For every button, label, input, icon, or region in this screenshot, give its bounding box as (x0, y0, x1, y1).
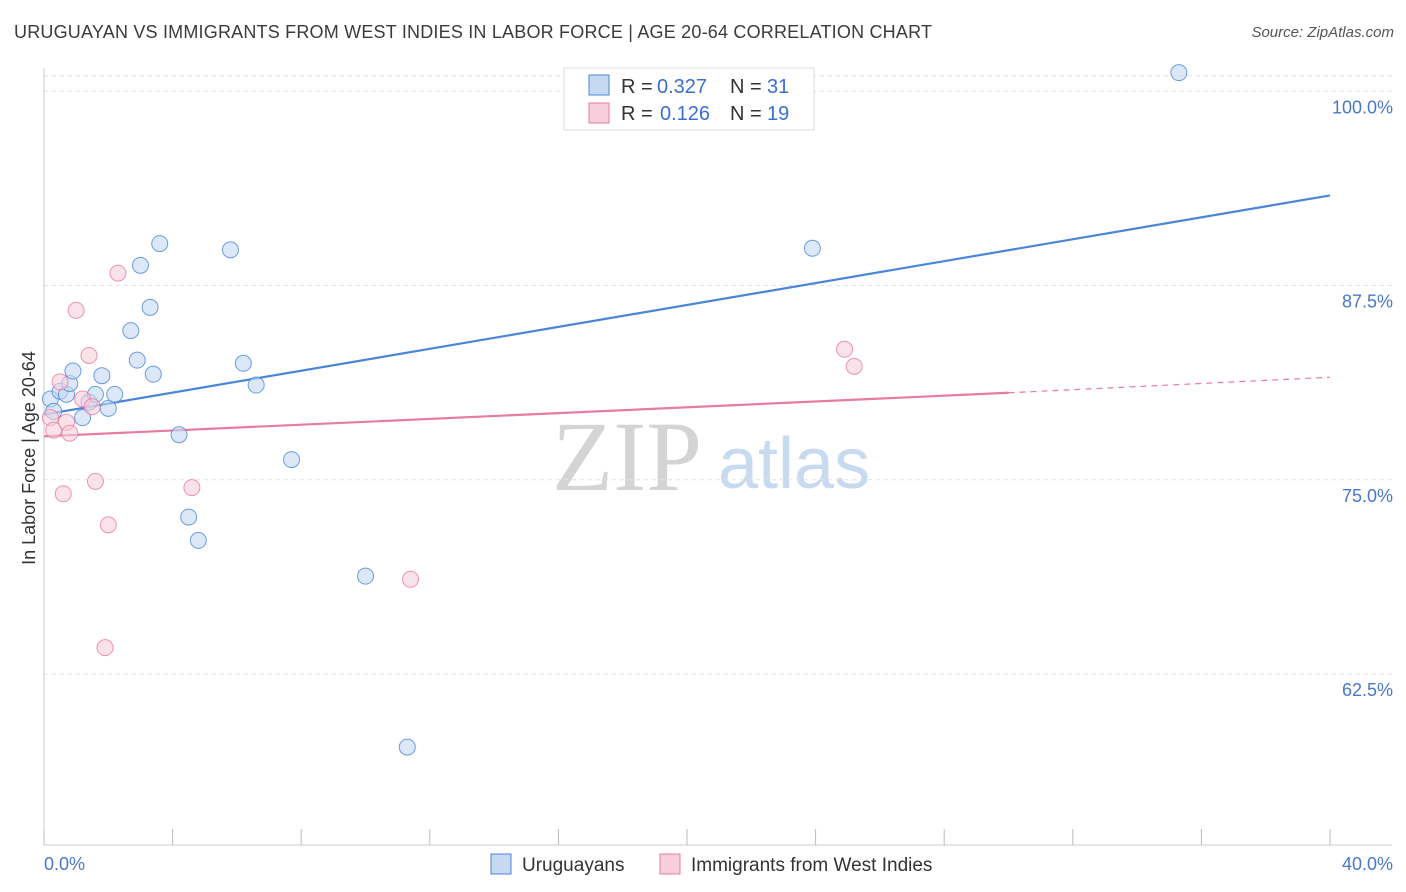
legend-swatch-west-indies (588, 102, 610, 124)
point-west-indies-16 (836, 340, 854, 358)
x-tick-label-0: 0.0% (44, 854, 85, 874)
legend-n-label-1: N = (730, 103, 762, 125)
point-uruguayans-20 (189, 531, 207, 549)
point-west-indies-12 (99, 516, 117, 534)
grid-lines (44, 75, 1392, 675)
legend-r-value-0: 0.327 (657, 76, 707, 98)
watermark-zip: ZIP (552, 401, 702, 512)
legend-n-value-0: 31 (767, 76, 789, 98)
chart-title: URUGUAYAN VS IMMIGRANTS FROM WEST INDIES… (14, 22, 933, 42)
chart-source: Source: ZipAtlas.com (1251, 24, 1394, 41)
series-legend: Uruguayans Immigrants from West Indies (490, 853, 932, 876)
y-tick-label-0: 62.5% (1342, 680, 1393, 700)
point-uruguayans-24 (283, 451, 301, 469)
point-west-indies-11 (96, 639, 114, 657)
point-uruguayans-18 (170, 426, 188, 444)
point-west-indies-13 (109, 264, 127, 282)
point-uruguayans-16 (144, 365, 162, 383)
legend-swatch-uruguayans (588, 74, 610, 96)
point-west-indies-3 (54, 485, 72, 503)
point-uruguayans-22 (234, 354, 252, 372)
y-axis-title: In Labor Force | Age 20-64 (19, 351, 39, 565)
point-west-indies-14 (183, 479, 201, 497)
point-west-indies-2 (51, 373, 69, 391)
legend-r-value-1: 0.126 (660, 103, 710, 125)
legend-r-label-0: R = (621, 76, 653, 98)
x-axis-ticks (43, 829, 1331, 845)
bottom-legend-swatch-uruguayans (490, 853, 512, 875)
point-uruguayans-9 (93, 367, 111, 385)
point-uruguayans-19 (180, 508, 198, 526)
legend-n-value-1: 19 (767, 103, 789, 125)
y-tick-label-2: 87.5% (1342, 292, 1393, 312)
point-uruguayans-23 (247, 376, 265, 394)
legend-n-label-0: N = (730, 76, 762, 98)
bottom-legend-label-uruguayans: Uruguayans (522, 855, 624, 876)
point-west-indies-6 (67, 301, 85, 319)
point-uruguayans-13 (128, 351, 146, 369)
point-uruguayans-11 (106, 385, 124, 403)
legend-r-label-1: R = (621, 103, 653, 125)
y-tick-label-3: 100.0% (1332, 97, 1393, 117)
trend-line-west-indies (43, 391, 1009, 438)
point-west-indies-10 (86, 472, 104, 490)
point-uruguayans-6 (74, 409, 92, 427)
point-uruguayans-14 (131, 256, 149, 274)
x-tick-label-1: 40.0% (1342, 854, 1393, 874)
point-uruguayans-27 (803, 239, 821, 257)
point-west-indies-15 (402, 570, 420, 588)
stats-legend: R = 0.327 N = 31 R = 0.126 N = 19 (563, 67, 815, 131)
point-uruguayans-25 (357, 567, 374, 585)
point-uruguayans-5 (64, 362, 82, 380)
y-axis-tick-labels: 62.5% 75.0% 87.5% 100.0% (1332, 97, 1393, 700)
watermark-atlas: atlas (718, 424, 870, 504)
bottom-legend-swatch-west-indies (659, 853, 681, 875)
point-uruguayans-26 (398, 738, 416, 756)
point-west-indies-9 (83, 398, 101, 416)
data-points (41, 64, 1188, 756)
point-uruguayans-15 (141, 298, 159, 316)
point-uruguayans-28 (1170, 64, 1188, 82)
point-uruguayans-17 (151, 235, 169, 253)
point-uruguayans-21 (221, 241, 239, 259)
point-west-indies-5 (61, 424, 79, 442)
trend-line-west-indies-extension (1008, 376, 1331, 394)
bottom-legend-label-west-indies: Immigrants from West Indies (691, 855, 932, 876)
point-west-indies-8 (80, 346, 98, 364)
point-west-indies-17 (845, 357, 863, 375)
trend-line-uruguayans (43, 194, 1331, 416)
point-west-indies-1 (45, 421, 63, 439)
point-uruguayans-12 (122, 322, 140, 340)
y-tick-label-1: 75.0% (1342, 486, 1393, 506)
